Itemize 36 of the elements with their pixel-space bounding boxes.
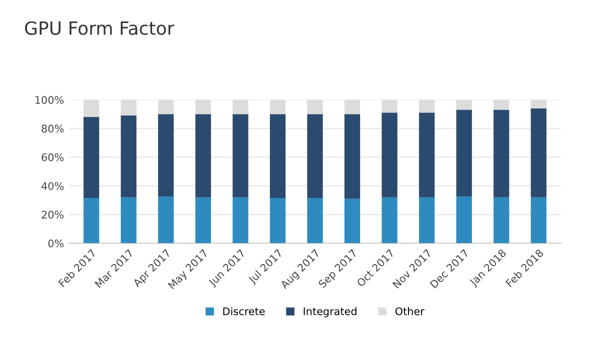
bar	[494, 110, 510, 198]
chart-title: GPU Form Factor	[25, 21, 174, 35]
legend-label: Discrete	[223, 307, 265, 316]
bar	[456, 110, 472, 197]
y-tick-label: 60%	[42, 153, 64, 162]
bar	[270, 198, 286, 244]
bar	[344, 114, 360, 199]
bar	[530, 197, 546, 244]
bar	[307, 114, 323, 198]
bar	[307, 198, 323, 244]
bar	[232, 114, 248, 198]
bar	[84, 198, 100, 244]
bar	[120, 116, 136, 198]
y-tick-label: 80%	[42, 124, 64, 133]
bar	[382, 197, 398, 244]
bar	[158, 196, 174, 244]
y-tick-label: 0%	[48, 239, 64, 248]
bar	[232, 197, 248, 244]
y-tick-label: 100%	[36, 96, 64, 104]
legend-label: Integrated	[304, 307, 356, 318]
bar	[84, 116, 100, 198]
bar	[494, 197, 510, 244]
y-tick-label: 20%	[42, 210, 64, 219]
bar	[195, 197, 212, 244]
bar	[344, 198, 360, 244]
legend-label: Other	[395, 307, 424, 316]
bar	[195, 114, 212, 198]
y-tick-label: 40%	[41, 182, 64, 190]
bar	[418, 112, 435, 198]
bar	[382, 112, 398, 198]
bar	[120, 197, 136, 244]
bar	[456, 196, 472, 244]
bar	[530, 108, 546, 198]
bar	[418, 197, 435, 244]
bar	[270, 114, 286, 198]
bar	[158, 114, 174, 197]
